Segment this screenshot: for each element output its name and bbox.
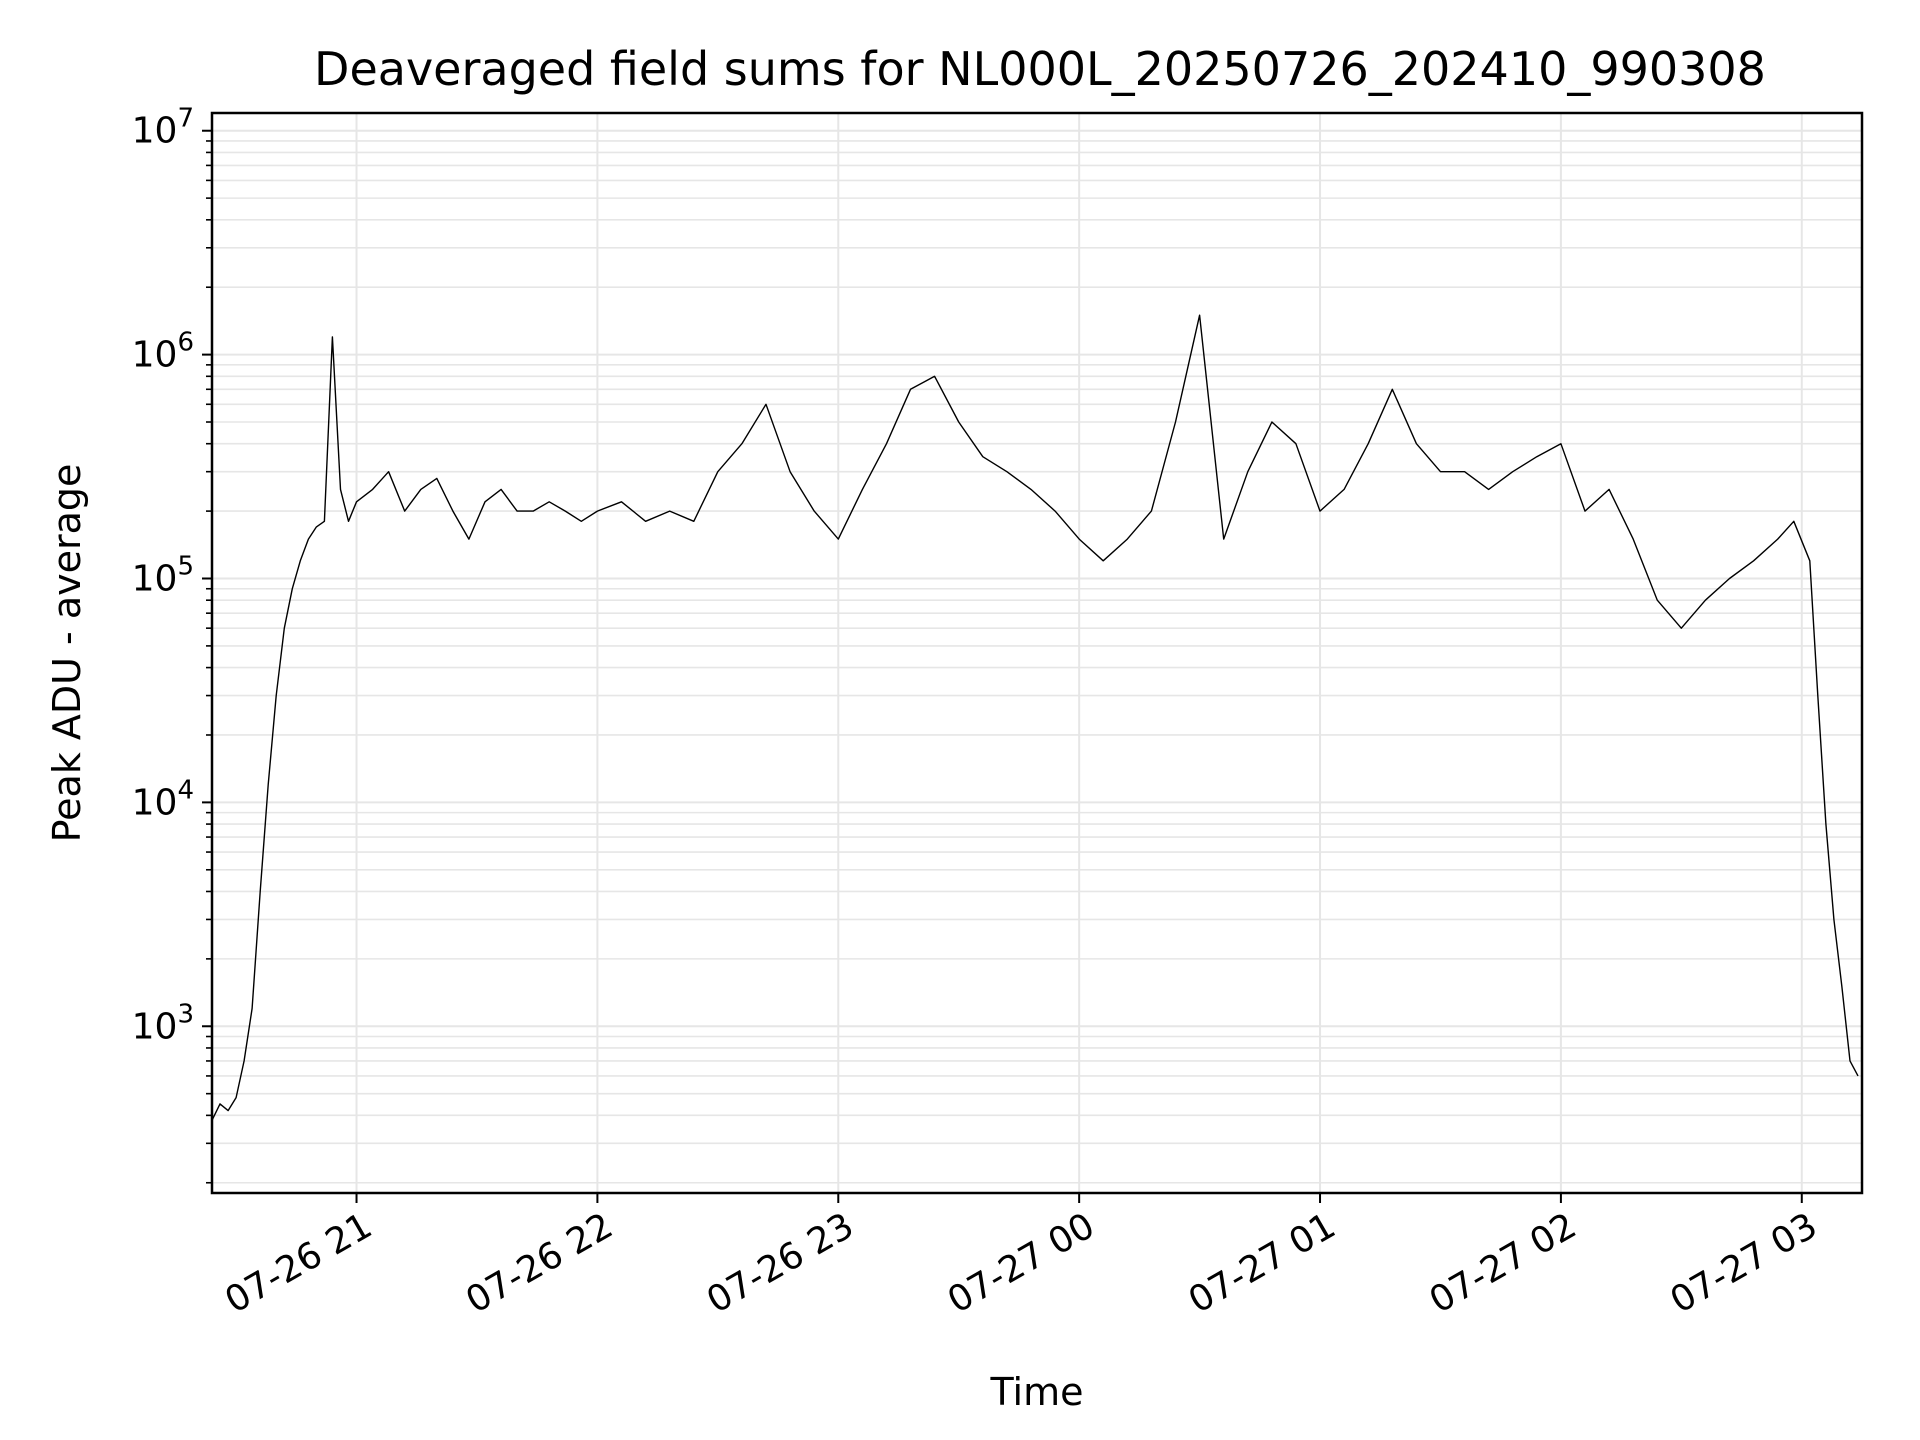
grid-lines xyxy=(212,113,1862,1193)
series-line xyxy=(211,314,1859,1121)
chart-title: Deaveraged field sums for NL000L_2025072… xyxy=(314,42,1766,96)
x-axis-label: Time xyxy=(990,1370,1084,1414)
y-tick-label: 105 xyxy=(132,551,194,599)
y-tick-label: 106 xyxy=(132,328,194,376)
y-axis: 103 104 105 106 107 xyxy=(132,104,212,1184)
y-tick-label: 104 xyxy=(132,775,194,823)
plot-frame xyxy=(210,111,1864,1195)
y-tick-label: 107 xyxy=(132,104,194,152)
y-tick-label: 103 xyxy=(132,999,194,1047)
y-axis-label: Peak ADU - average xyxy=(45,464,89,843)
